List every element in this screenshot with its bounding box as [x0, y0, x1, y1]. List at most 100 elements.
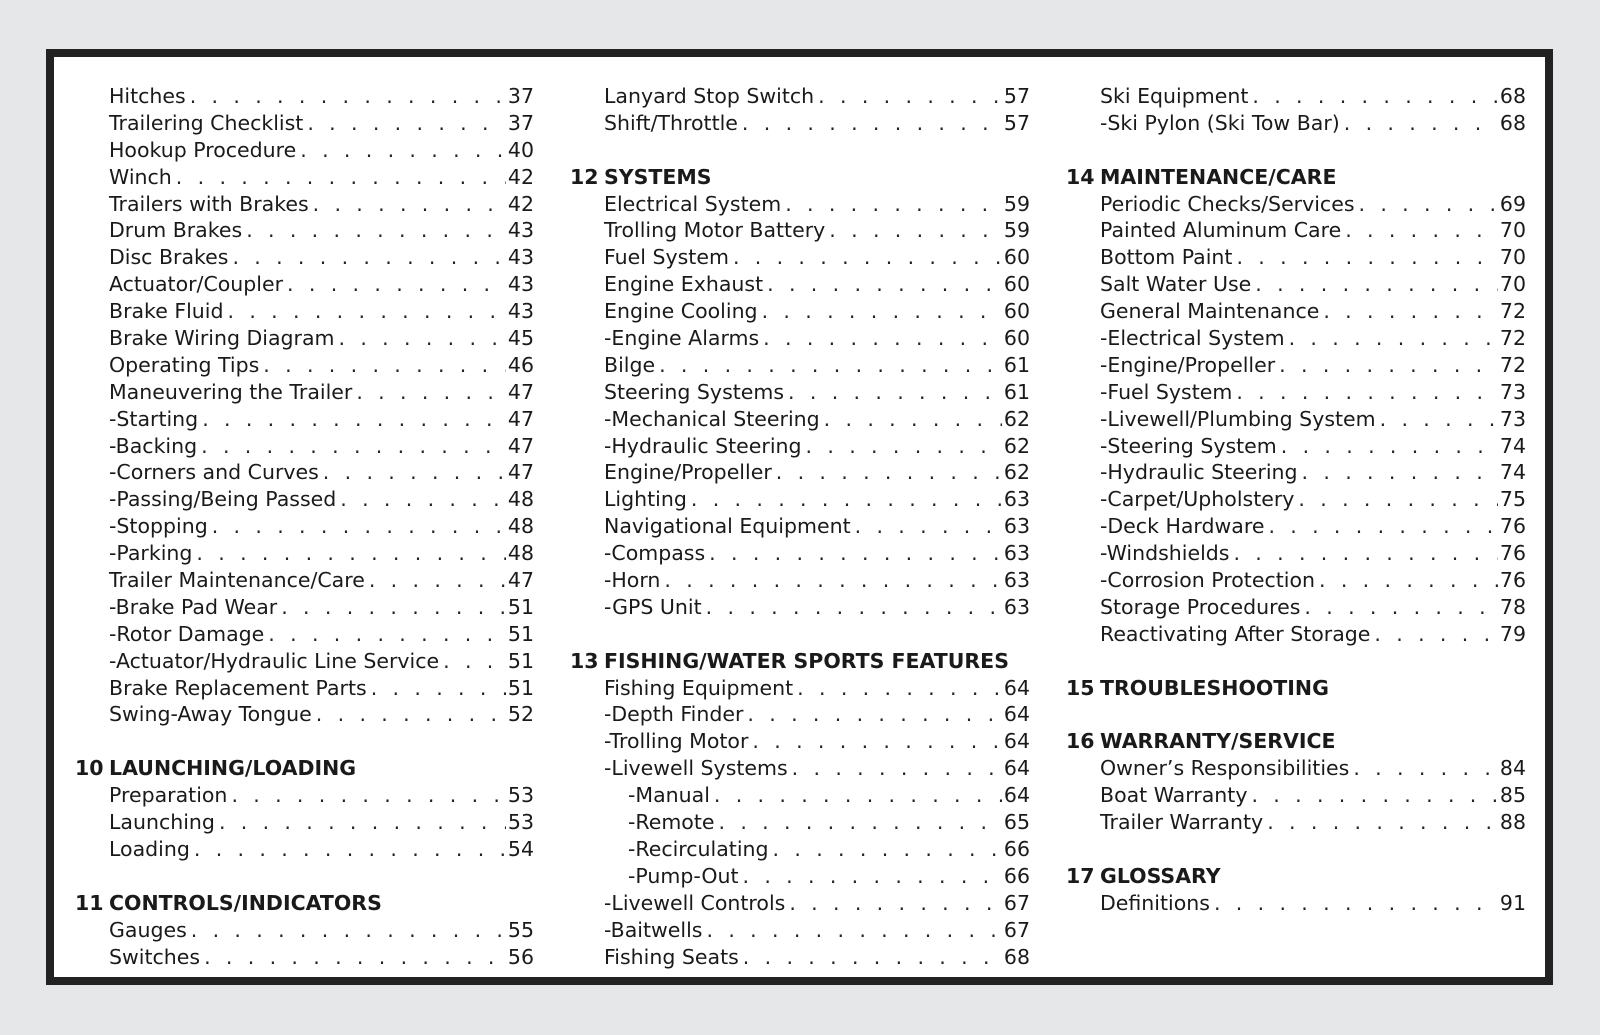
toc-entry[interactable]: Loading. . . . . . . . . . . . . . . . .…	[75, 836, 534, 863]
toc-entry[interactable]: Engine Cooling. . . . . . . . . . . . . …	[570, 298, 1030, 325]
section-heading[interactable]: 12 SYSTEMS	[570, 164, 1030, 191]
toc-entry[interactable]: Operating Tips. . . . . . . . . . . . . …	[75, 352, 534, 379]
section-heading[interactable]: 10 LAUNCHING/LOADING	[75, 755, 534, 782]
toc-entry[interactable]: Periodic Checks/Services. . . . . . . . …	[1066, 191, 1526, 218]
section-heading[interactable]: 11 CONTROLS/INDICATORS	[75, 890, 534, 917]
toc-entry[interactable]: -Horn. . . . . . . . . . . . . . . . . .…	[570, 567, 1030, 594]
toc-entry[interactable]: Hookup Procedure. . . . . . . . . . . . …	[75, 137, 534, 164]
toc-entry[interactable]: Drum Brakes. . . . . . . . . . . . . . .…	[75, 217, 534, 244]
section-heading[interactable]: 14 MAINTENANCE/CARE	[1066, 164, 1526, 191]
toc-entry[interactable]: Gauges. . . . . . . . . . . . . . . . . …	[75, 917, 534, 944]
toc-entry[interactable]: Switches. . . . . . . . . . . . . . . . …	[75, 944, 534, 971]
dot-leader: . . . . . . . . . . . . . . . . . . . . …	[797, 675, 1002, 700]
toc-entry[interactable]: -Compass. . . . . . . . . . . . . . . . …	[570, 540, 1030, 567]
toc-entry[interactable]: -Recirculating. . . . . . . . . . . . . …	[570, 836, 1030, 863]
toc-entry[interactable]: Bilge. . . . . . . . . . . . . . . . . .…	[570, 352, 1030, 379]
section-heading[interactable]: 13 FISHING/WATER SPORTS FEATURES	[570, 648, 1030, 675]
toc-entry[interactable]: Hitches. . . . . . . . . . . . . . . . .…	[75, 83, 534, 110]
toc-entry[interactable]: -Livewell Systems. . . . . . . . . . . .…	[570, 755, 1030, 782]
toc-entry[interactable]: Reactivating After Storage. . . . . . . …	[1066, 621, 1526, 648]
toc-entry[interactable]: Salt Water Use. . . . . . . . . . . . . …	[1066, 271, 1526, 298]
toc-entry[interactable]: -Mechanical Steering. . . . . . . . . . …	[570, 406, 1030, 433]
toc-entry[interactable]: Painted Aluminum Care. . . . . . . . . .…	[1066, 217, 1526, 244]
entry-label: Painted Aluminum Care	[1100, 218, 1342, 243]
toc-entry[interactable]: Brake Replacement Parts. . . . . . . . .…	[75, 675, 534, 702]
toc-entry[interactable]: -GPS Unit. . . . . . . . . . . . . . . .…	[570, 594, 1030, 621]
toc-entry[interactable]: -Stopping. . . . . . . . . . . . . . . .…	[75, 513, 534, 540]
toc-entry[interactable]: -Engine Alarms. . . . . . . . . . . . . …	[570, 325, 1030, 352]
toc-entry[interactable]: Disc Brakes. . . . . . . . . . . . . . .…	[75, 244, 534, 271]
page-number: 53	[507, 810, 534, 835]
toc-entry[interactable]: -Ski Pylon (Ski Tow Bar). . . . . . . . …	[1066, 110, 1526, 137]
toc-entry[interactable]: -Deck Hardware. . . . . . . . . . . . . …	[1066, 513, 1526, 540]
toc-entry[interactable]: -Hydraulic Steering. . . . . . . . . . .…	[1066, 459, 1526, 486]
toc-entry[interactable]: -Pump-Out. . . . . . . . . . . . . . . .…	[570, 863, 1030, 890]
page-number: 60	[1003, 272, 1030, 297]
toc-entry[interactable]: -Electrical System. . . . . . . . . . . …	[1066, 325, 1526, 352]
toc-entry[interactable]: -Corrosion Protection. . . . . . . . . .…	[1066, 567, 1526, 594]
toc-entry[interactable]: Fuel System. . . . . . . . . . . . . . .…	[570, 244, 1030, 271]
section-heading[interactable]: 17 GLOSSARY	[1066, 863, 1526, 890]
toc-entry[interactable]: -Actuator/Hydraulic Line Service. . . . …	[75, 648, 534, 675]
toc-entry[interactable]: -Corners and Curves. . . . . . . . . . .…	[75, 459, 534, 486]
toc-entry[interactable]: Lanyard Stop Switch. . . . . . . . . . .…	[570, 83, 1030, 110]
toc-entry[interactable]: Trailering Checklist. . . . . . . . . . …	[75, 110, 534, 137]
toc-entry[interactable]: Brake Fluid. . . . . . . . . . . . . . .…	[75, 298, 534, 325]
toc-entry[interactable]: Fishing Seats. . . . . . . . . . . . . .…	[570, 944, 1030, 971]
toc-entry[interactable]: Fishing Equipment. . . . . . . . . . . .…	[570, 675, 1030, 702]
page-number: 61	[1003, 352, 1030, 377]
toc-entry[interactable]: -Backing. . . . . . . . . . . . . . . . …	[75, 433, 534, 460]
toc-entry[interactable]: -Windshields. . . . . . . . . . . . . . …	[1066, 540, 1526, 567]
toc-entry[interactable]: Engine Exhaust. . . . . . . . . . . . . …	[570, 271, 1030, 298]
dot-leader: . . . . . . . . . . . . . . . . . . . . …	[788, 379, 1002, 404]
toc-entry[interactable]: Navigational Equipment. . . . . . . . . …	[570, 513, 1030, 540]
toc-entry[interactable]: Launching. . . . . . . . . . . . . . . .…	[75, 809, 534, 836]
toc-entry[interactable]: -Carpet/Upholstery. . . . . . . . . . . …	[1066, 486, 1526, 513]
toc-entry[interactable]: Actuator/Coupler. . . . . . . . . . . . …	[75, 271, 534, 298]
toc-entry[interactable]: Shift/Throttle. . . . . . . . . . . . . …	[570, 110, 1030, 137]
toc-entry[interactable]: -Engine/Propeller. . . . . . . . . . . .…	[1066, 352, 1526, 379]
toc-entry[interactable]: General Maintenance. . . . . . . . . . .…	[1066, 298, 1526, 325]
toc-entry[interactable]: Storage Procedures. . . . . . . . . . . …	[1066, 594, 1526, 621]
toc-entry[interactable]: Winch. . . . . . . . . . . . . . . . . .…	[75, 164, 534, 191]
toc-entry[interactable]: Ski Equipment. . . . . . . . . . . . . .…	[1066, 83, 1526, 110]
toc-entry[interactable]: Preparation. . . . . . . . . . . . . . .…	[75, 782, 534, 809]
toc-entry[interactable]: -Depth Finder. . . . . . . . . . . . . .…	[570, 701, 1030, 728]
toc-entry[interactable]: Maneuvering the Trailer. . . . . . . . .…	[75, 379, 534, 406]
toc-entry[interactable]: Trailer Warranty. . . . . . . . . . . . …	[1066, 809, 1526, 836]
toc-entry[interactable]: -Remote. . . . . . . . . . . . . . . . .…	[570, 809, 1030, 836]
page-number: 48	[507, 514, 534, 539]
toc-entry[interactable]: Lighting. . . . . . . . . . . . . . . . …	[570, 486, 1030, 513]
toc-entry[interactable]: Electrical System. . . . . . . . . . . .…	[570, 191, 1030, 218]
toc-entry[interactable]: -Baitwells. . . . . . . . . . . . . . . …	[570, 917, 1030, 944]
toc-entry[interactable]: -Fuel System. . . . . . . . . . . . . . …	[1066, 379, 1526, 406]
toc-entry[interactable]: Owner’s Responsibilities. . . . . . . . …	[1066, 755, 1526, 782]
toc-entry[interactable]: -Livewell Controls. . . . . . . . . . . …	[570, 890, 1030, 917]
toc-entry[interactable]: Trailer Maintenance/Care. . . . . . . . …	[75, 567, 534, 594]
toc-entry[interactable]: -Hydraulic Steering. . . . . . . . . . .…	[570, 433, 1030, 460]
dot-leader: . . . . . . . . . . . . . . . . . . . . …	[1213, 890, 1498, 915]
toc-entry[interactable]: Trolling Motor Battery. . . . . . . . . …	[570, 217, 1030, 244]
toc-entry[interactable]: Trailers with Brakes. . . . . . . . . . …	[75, 191, 534, 218]
entry-label: -Depth Finder	[604, 702, 744, 727]
toc-entry[interactable]: Boat Warranty. . . . . . . . . . . . . .…	[1066, 782, 1526, 809]
entry-label: Shift/Throttle	[604, 110, 738, 135]
dot-leader: . . . . . . . . . . . . . . . . . . . . …	[1374, 621, 1498, 646]
section-heading[interactable]: 16 WARRANTY/SERVICE	[1066, 728, 1526, 755]
toc-entry[interactable]: Definitions. . . . . . . . . . . . . . .…	[1066, 890, 1526, 917]
toc-entry[interactable]: -Manual. . . . . . . . . . . . . . . . .…	[570, 782, 1030, 809]
toc-entry[interactable]: -Passing/Being Passed. . . . . . . . . .…	[75, 486, 534, 513]
toc-entry[interactable]: Engine/Propeller. . . . . . . . . . . . …	[570, 459, 1030, 486]
toc-entry[interactable]: -Starting. . . . . . . . . . . . . . . .…	[75, 406, 534, 433]
toc-entry[interactable]: Bottom Paint. . . . . . . . . . . . . . …	[1066, 244, 1526, 271]
toc-entry[interactable]: -Rotor Damage. . . . . . . . . . . . . .…	[75, 621, 534, 648]
toc-entry[interactable]: Brake Wiring Diagram. . . . . . . . . . …	[75, 325, 534, 352]
toc-entry[interactable]: Steering Systems. . . . . . . . . . . . …	[570, 379, 1030, 406]
toc-entry[interactable]: -Livewell/Plumbing System. . . . . . . .…	[1066, 406, 1526, 433]
toc-entry[interactable]: -Trolling Motor. . . . . . . . . . . . .…	[570, 728, 1030, 755]
toc-entry[interactable]: -Brake Pad Wear. . . . . . . . . . . . .…	[75, 594, 534, 621]
toc-entry[interactable]: -Steering System. . . . . . . . . . . . …	[1066, 433, 1526, 460]
toc-entry[interactable]: Swing-Away Tongue. . . . . . . . . . . .…	[75, 701, 534, 728]
toc-entry[interactable]: -Parking. . . . . . . . . . . . . . . . …	[75, 540, 534, 567]
section-heading[interactable]: 15 TROUBLESHOOTING	[1066, 675, 1526, 702]
